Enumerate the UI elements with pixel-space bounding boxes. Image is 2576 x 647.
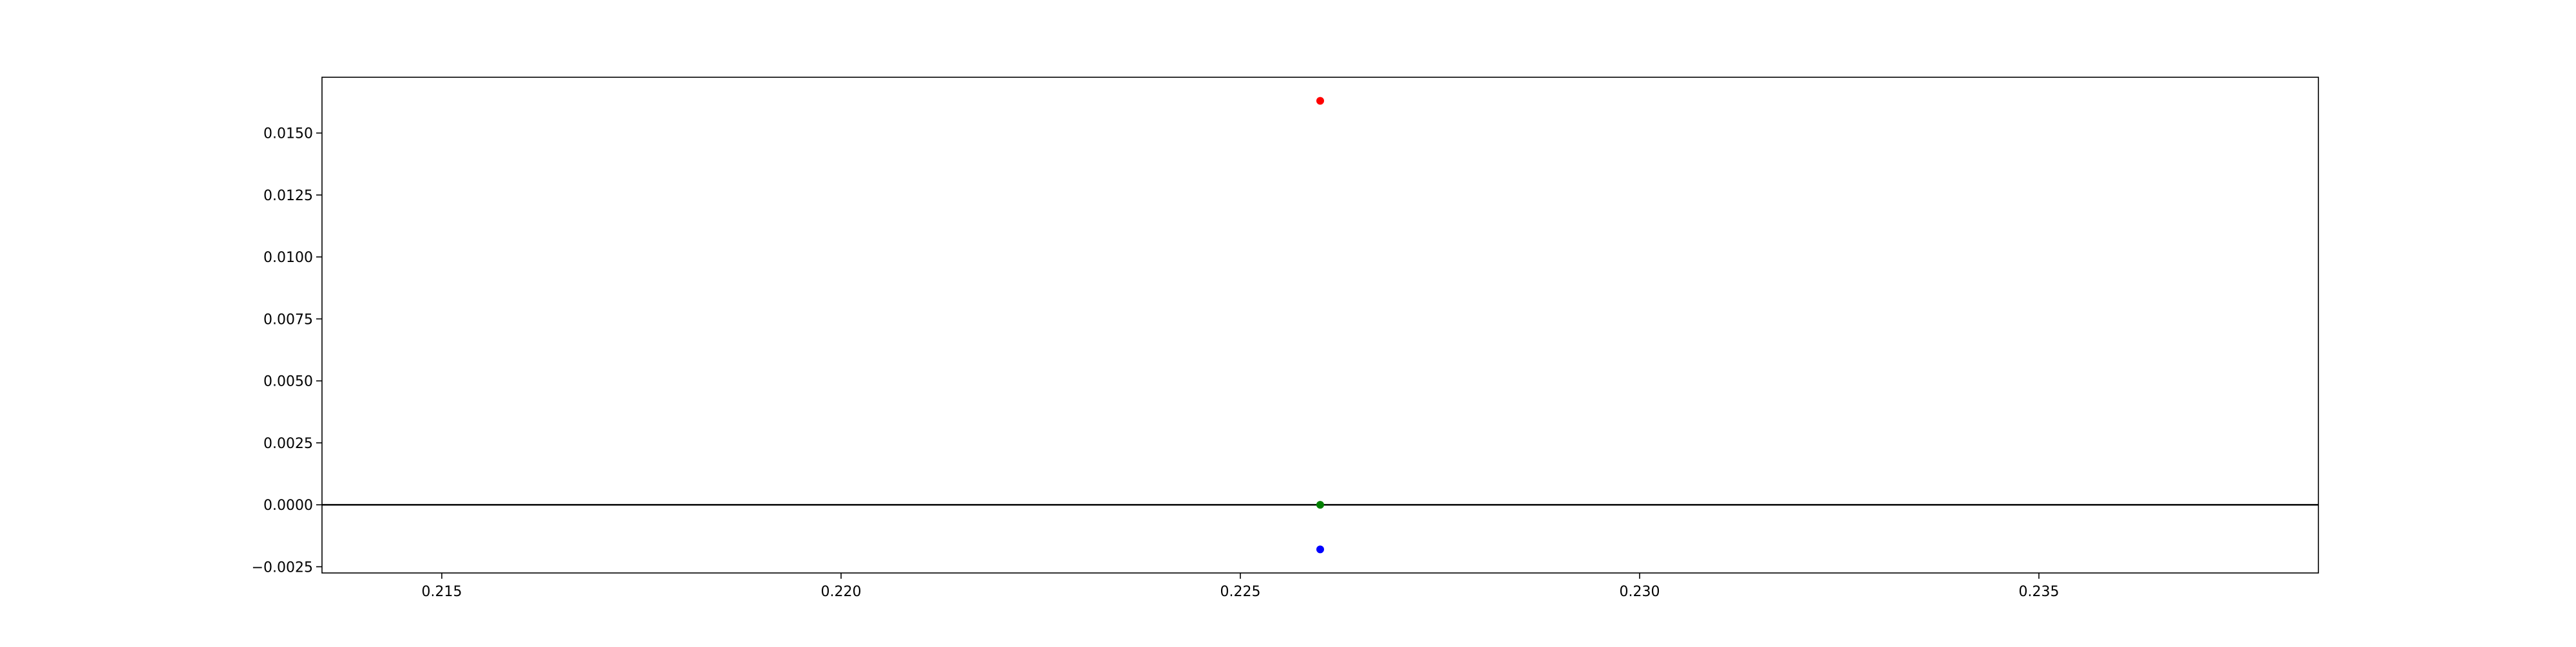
- data-point: [1316, 545, 1324, 554]
- x-axis: 0.215 0.220 0.225 0.230 0.235: [422, 573, 2060, 600]
- x-tick-label: 0.235: [2019, 584, 2060, 600]
- x-tick-label: 0.215: [422, 584, 462, 600]
- x-tick-label: 0.220: [821, 584, 862, 600]
- y-tick-label: 0.0125: [263, 188, 313, 204]
- data-points: [1316, 97, 1324, 554]
- y-tick-label: 0.0025: [263, 436, 313, 452]
- y-tick-label: 0.0050: [263, 374, 313, 390]
- y-tick-label: −0.0025: [252, 559, 313, 576]
- plot-area-frame: [321, 77, 2319, 574]
- y-tick-label: 0.0075: [263, 312, 313, 328]
- x-tick-label: 0.230: [1620, 584, 1660, 600]
- y-axis: −0.0025 0.0000 0.0025 0.0050 0.0075 0.0100 0.0…: [252, 126, 322, 576]
- y-tick-label: 0.0000: [263, 498, 313, 514]
- x-tick-label: 0.225: [1220, 584, 1261, 600]
- y-tick-label: 0.0100: [263, 250, 313, 266]
- y-tick-label: 0.0150: [263, 126, 313, 142]
- data-point: [1316, 501, 1324, 509]
- data-point: [1316, 97, 1324, 105]
